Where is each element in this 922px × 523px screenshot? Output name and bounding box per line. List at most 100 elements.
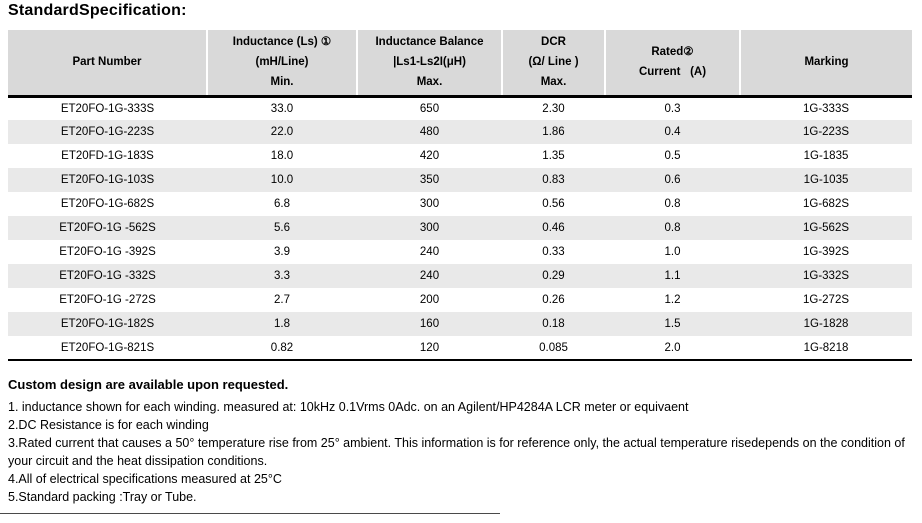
table-cell: 33.0 — [270, 102, 294, 115]
table-row: ET20FO-1G-821S 0.82 120 0.085 2.0 1G-8218 — [8, 336, 912, 361]
table-cell: ET20FO-1G -392S — [59, 246, 156, 258]
table-cell: 0.8 — [605, 216, 740, 240]
note-item: 4.All of electrical specifications measu… — [8, 472, 282, 486]
table-cell: 3.3 — [207, 264, 357, 288]
spec-table-header: Part Number Inductance (Ls) ① (mH/Line) … — [8, 30, 912, 98]
table-cell: 1G-1828 — [740, 312, 912, 336]
table-row: ET20FO-1G -272S 2.7 200 0.26 1.2 1G-272S — [8, 288, 912, 312]
table-cell: 1.8 — [207, 312, 357, 336]
header-line: DCR — [541, 36, 566, 49]
table-cell: 0.26 — [542, 294, 565, 306]
table-cell: ET20FO-1G-682S — [60, 198, 155, 210]
table-cell: 1G-562S — [740, 216, 912, 240]
table-row: ET20FO-1G-682S 6.8 300 0.56 0.8 1G-682S — [8, 192, 912, 216]
table-cell: 6.8 — [274, 198, 290, 210]
table-cell: 1G-1835 — [803, 150, 849, 162]
table-cell: 0.82 — [207, 336, 357, 361]
table-cell: 1G-332S — [740, 264, 912, 288]
table-cell: 120 — [357, 336, 502, 361]
table-cell: ET20FO-1G -272S — [59, 294, 156, 306]
table-row: ET20FO-1G -562S 5.6 300 0.46 0.8 1G-562S — [8, 216, 912, 240]
table-cell: 650 — [419, 102, 440, 115]
header-line: (Ω/ Line ) — [528, 56, 579, 69]
header-line: Max. — [540, 76, 567, 89]
table-cell: 2.30 — [542, 102, 565, 115]
table-cell: 2.7 — [274, 294, 290, 306]
page-title: StandardSpecification: — [8, 2, 187, 19]
table-cell: 160 — [357, 312, 502, 336]
table-cell: ET20FO-1G-103S — [8, 168, 207, 192]
spec-table: Part Number Inductance (Ls) ① (mH/Line) … — [8, 30, 912, 361]
custom-design-note: Custom design are available upon request… — [8, 377, 289, 392]
table-row: ET20FO-1G -392S 3.9 240 0.33 1.0 1G-392S — [8, 240, 912, 264]
table-row: ET20FD-1G-183S 18.0 420 1.35 0.5 1G-1835 — [8, 144, 912, 168]
col-header-rated-current: Rated② Current (A) — [604, 30, 740, 98]
table-cell: 1G-333S — [802, 102, 850, 115]
table-cell: 480 — [357, 120, 502, 144]
table-cell: 5.6 — [207, 216, 357, 240]
table-cell: 1.1 — [605, 264, 740, 288]
table-cell: 1.86 — [502, 120, 605, 144]
note-item: 5.Standard packing :Tray or Tube. — [8, 490, 197, 504]
table-cell: 1.35 — [542, 150, 565, 162]
table-cell: ET20FO-1G-821S — [8, 336, 207, 361]
header-line: Inductance (Ls) ① — [232, 36, 332, 49]
header-line: (mH/Line) — [255, 56, 309, 69]
table-cell: 18.0 — [270, 150, 294, 162]
header-line: Current (A) — [638, 66, 707, 79]
table-cell: ET20FO-1G-223S — [8, 120, 207, 144]
table-cell: 420 — [419, 150, 440, 162]
table-cell: 3.9 — [274, 246, 290, 258]
table-cell: 0.4 — [605, 120, 740, 144]
table-cell: 1G-682S — [802, 198, 850, 210]
table-row: ET20FO-1G-103S 10.0 350 0.83 0.6 1G-1035 — [8, 168, 912, 192]
table-cell: ET20FO-1G-182S — [8, 312, 207, 336]
table-cell: ET20FD-1G-183S — [61, 150, 154, 162]
header-line: Rated② — [651, 46, 694, 59]
col-header-inductance-balance: Inductance Balance |Ls1-Ls2I(μH) Max. — [356, 30, 502, 98]
header-row: Part Number Inductance (Ls) ① (mH/Line) … — [8, 30, 912, 98]
note-item: 1. inductance shown for each winding. me… — [8, 400, 689, 414]
table-cell: 1G-392S — [802, 246, 850, 258]
header-line: Marking — [804, 56, 849, 69]
table-cell: 1G-223S — [740, 120, 912, 144]
header-line: Max. — [416, 76, 443, 89]
table-cell: ET20FO-1G -562S — [8, 216, 207, 240]
table-cell: 22.0 — [207, 120, 357, 144]
table-cell: 0.3 — [664, 102, 681, 115]
table-cell: 300 — [357, 216, 502, 240]
table-cell: ET20FO-1G-333S — [60, 102, 155, 115]
spec-table-body: ET20FO-1G-333S 33.0 650 2.30 0.3 1G-333S ET20F… — [8, 96, 912, 361]
footnotes: Custom design are available upon request… — [8, 376, 914, 506]
table-cell: 0.8 — [664, 198, 681, 210]
table-cell: 300 — [419, 198, 440, 210]
table-cell: 0.18 — [502, 312, 605, 336]
table-row: ET20FO-1G-223S 22.0 480 1.86 0.4 1G-223S — [8, 120, 912, 144]
table-cell: 0.46 — [502, 216, 605, 240]
table-cell: 1G-272S — [802, 294, 850, 306]
notes-list: 1. inductance shown for each winding. me… — [8, 398, 914, 506]
table-cell: 0.56 — [542, 198, 565, 210]
table-cell: 2.0 — [605, 336, 740, 361]
header-line: |Ls1-Ls2I(μH) — [393, 56, 466, 69]
col-header-dcr: DCR (Ω/ Line ) Max. — [501, 30, 605, 98]
table-row: ET20FO-1G-182S 1.8 160 0.18 1.5 1G-1828 — [8, 312, 912, 336]
col-header-marking: Marking — [739, 30, 912, 98]
col-header-part-number: Part Number — [8, 30, 207, 98]
table-cell: 10.0 — [207, 168, 357, 192]
table-cell: 350 — [357, 168, 502, 192]
table-cell: 1.0 — [664, 246, 681, 258]
table-cell: 0.33 — [542, 246, 565, 258]
table-row: ET20FO-1G-333S 33.0 650 2.30 0.3 1G-333S — [8, 96, 912, 120]
table-cell: 200 — [419, 294, 440, 306]
table-cell: 240 — [357, 264, 502, 288]
table-cell: 0.83 — [502, 168, 605, 192]
table-cell: 0.6 — [605, 168, 740, 192]
note-item: 3.Rated current that causes a 50° temper… — [8, 436, 905, 468]
col-header-inductance: Inductance (Ls) ① (mH/Line) Min. — [206, 30, 357, 98]
header-line: Inductance Balance — [375, 36, 484, 49]
table-cell: 0.29 — [502, 264, 605, 288]
table-cell: 0.085 — [502, 336, 605, 361]
table-cell: 1G-1035 — [740, 168, 912, 192]
